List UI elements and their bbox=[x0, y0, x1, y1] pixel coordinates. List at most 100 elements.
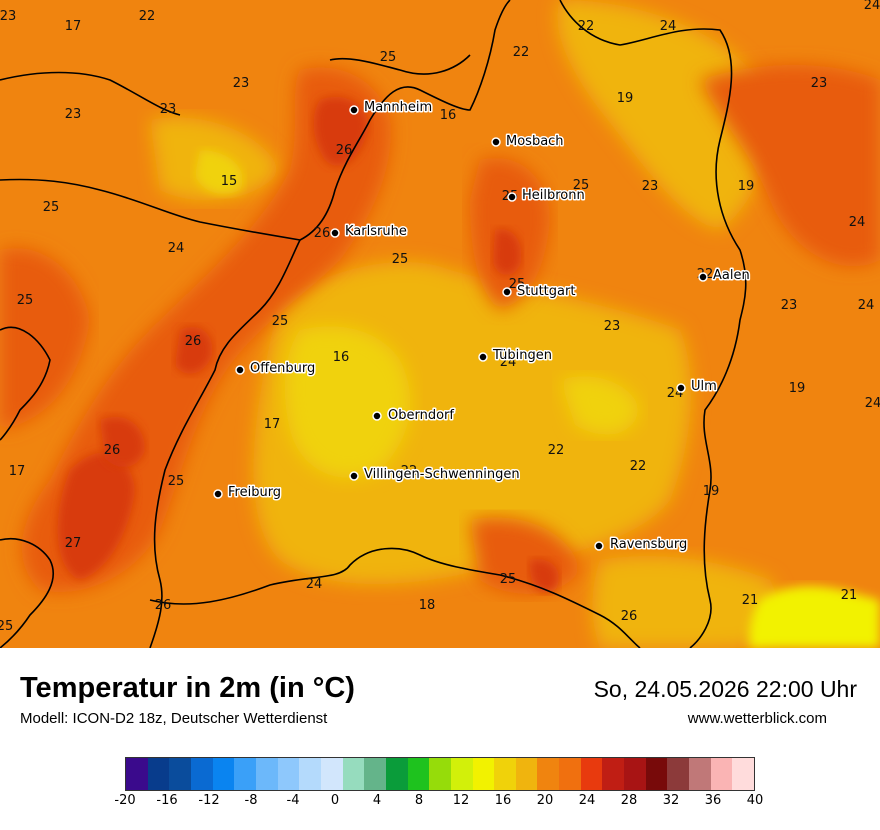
city-mosbach[interactable]: Mosbach bbox=[491, 133, 565, 151]
temp-value: 23 bbox=[160, 102, 177, 117]
temp-value: 15 bbox=[221, 174, 238, 189]
legend-swatch bbox=[537, 758, 560, 790]
temp-value: 26 bbox=[621, 609, 638, 624]
map-canvas: 23 17 22 22 24 22 25 23 23 23 16 19 23 2… bbox=[0, 0, 880, 648]
temp-value: 19 bbox=[703, 484, 720, 499]
temp-value: 16 bbox=[440, 108, 457, 123]
temp-value: 24 bbox=[168, 241, 185, 256]
city-label: Villingen-Schwenningen bbox=[364, 467, 520, 482]
city-label: Tübingen bbox=[492, 348, 552, 363]
legend-swatch bbox=[299, 758, 321, 790]
temp-value: 27 bbox=[65, 536, 82, 551]
temp-value: 25 bbox=[573, 178, 590, 193]
city-offenburg[interactable]: Offenburg bbox=[235, 360, 317, 378]
legend-swatch bbox=[602, 758, 625, 790]
temp-value: 26 bbox=[104, 443, 121, 458]
city-dot bbox=[507, 192, 517, 202]
city-label: Ravensburg bbox=[610, 537, 687, 552]
legend-tick-label: 4 bbox=[372, 793, 382, 808]
city-label: Stuttgart bbox=[517, 284, 575, 299]
city-dot bbox=[330, 228, 340, 238]
legend-swatch bbox=[169, 758, 191, 790]
city-aalen[interactable]: Aalen bbox=[698, 267, 751, 285]
model-source: Modell: ICON-D2 18z, Deutscher Wetterdie… bbox=[20, 710, 328, 727]
temp-value: 24 bbox=[660, 19, 677, 34]
legend-ticks: -20 -16 -12 -8 -4 0 4 8 12 16 20 24 28 32 36 40 bbox=[114, 793, 763, 817]
city-dot bbox=[491, 137, 501, 147]
temperature-map: 23 17 22 22 24 22 25 23 23 23 16 19 23 2… bbox=[0, 0, 880, 648]
city-tuebingen[interactable]: Tübingen bbox=[478, 347, 554, 365]
legend-swatch bbox=[689, 758, 711, 790]
legend-tick-label: 0 bbox=[330, 793, 340, 808]
legend-swatch bbox=[190, 758, 213, 790]
city-dot bbox=[594, 541, 604, 551]
temp-value: 24 bbox=[865, 396, 880, 411]
temp-value: 23 bbox=[811, 76, 828, 91]
legend-swatch bbox=[450, 758, 473, 790]
temp-value: 23 bbox=[0, 9, 16, 24]
legend-swatch bbox=[472, 758, 495, 790]
city-dot bbox=[698, 272, 708, 282]
city-stuttgart[interactable]: Stuttgart bbox=[502, 283, 577, 301]
legend-swatch bbox=[407, 758, 430, 790]
temp-value: 19 bbox=[789, 381, 806, 396]
temp-value: 25 bbox=[17, 293, 34, 308]
temp-value: 24 bbox=[858, 298, 875, 313]
legend-tick-label: 36 bbox=[704, 793, 722, 808]
legend-tick-label: -20 bbox=[114, 793, 136, 808]
city-label: Freiburg bbox=[228, 485, 281, 500]
legend-swatch bbox=[710, 758, 733, 790]
legend-swatch bbox=[645, 758, 668, 790]
temp-value: 18 bbox=[419, 598, 436, 613]
legend-swatch bbox=[212, 758, 235, 790]
legend-swatch bbox=[515, 758, 538, 790]
city-karlsruhe[interactable]: Karlsruhe bbox=[330, 223, 408, 241]
temp-value: 23 bbox=[781, 298, 798, 313]
city-freiburg[interactable]: Freiburg bbox=[213, 484, 283, 502]
city-dot bbox=[349, 471, 359, 481]
temp-value: 24 bbox=[306, 577, 323, 592]
temp-value: 22 bbox=[548, 443, 565, 458]
legend-tick-label: 16 bbox=[494, 793, 512, 808]
legend-swatch bbox=[624, 758, 646, 790]
city-dot bbox=[349, 105, 359, 115]
city-villingen-schwenningen[interactable]: Villingen-Schwenningen bbox=[349, 466, 521, 484]
legend-tick-label: 40 bbox=[746, 793, 764, 808]
temp-value: 22 bbox=[139, 9, 156, 24]
city-ravensburg[interactable]: Ravensburg bbox=[594, 536, 689, 554]
temp-value: 24 bbox=[849, 215, 866, 230]
legend-tick-label: -4 bbox=[286, 793, 300, 808]
legend-swatch bbox=[580, 758, 603, 790]
website-link[interactable]: www.wetterblick.com bbox=[687, 710, 827, 727]
temp-value: 17 bbox=[65, 19, 82, 34]
city-label: Aalen bbox=[713, 268, 750, 283]
legend-tick-label: 32 bbox=[662, 793, 680, 808]
temp-value: 21 bbox=[742, 593, 759, 608]
temp-value: 26 bbox=[314, 226, 331, 241]
city-dot bbox=[676, 383, 686, 393]
temp-value: 22 bbox=[513, 45, 530, 60]
state-borders bbox=[0, 0, 747, 648]
temp-value: 17 bbox=[264, 417, 281, 432]
map-title: Temperatur in 2m (in °C) bbox=[20, 672, 355, 704]
legend-swatch bbox=[385, 758, 408, 790]
city-ulm[interactable]: Ulm bbox=[676, 378, 718, 396]
temp-value: 23 bbox=[233, 76, 250, 91]
legend-tick-label: 8 bbox=[414, 793, 424, 808]
city-oberndorf[interactable]: Oberndorf bbox=[372, 407, 456, 425]
temp-value: 21 bbox=[841, 588, 858, 603]
city-mannheim[interactable]: Mannheim bbox=[349, 99, 434, 117]
legend-swatch bbox=[667, 758, 690, 790]
city-label: Karlsruhe bbox=[345, 224, 407, 239]
city-label: Heilbronn bbox=[522, 188, 585, 203]
city-heilbronn[interactable]: Heilbronn bbox=[507, 187, 586, 205]
temp-value: 23 bbox=[604, 319, 621, 334]
legend-swatch bbox=[255, 758, 278, 790]
legend-swatch bbox=[732, 758, 755, 790]
legend-swatch bbox=[234, 758, 256, 790]
temp-value: 25 bbox=[392, 252, 409, 267]
legend-swatch bbox=[364, 758, 386, 790]
temp-value: 22 bbox=[401, 464, 418, 479]
legend-tick-label: 24 bbox=[578, 793, 596, 808]
color-legend bbox=[125, 757, 755, 791]
